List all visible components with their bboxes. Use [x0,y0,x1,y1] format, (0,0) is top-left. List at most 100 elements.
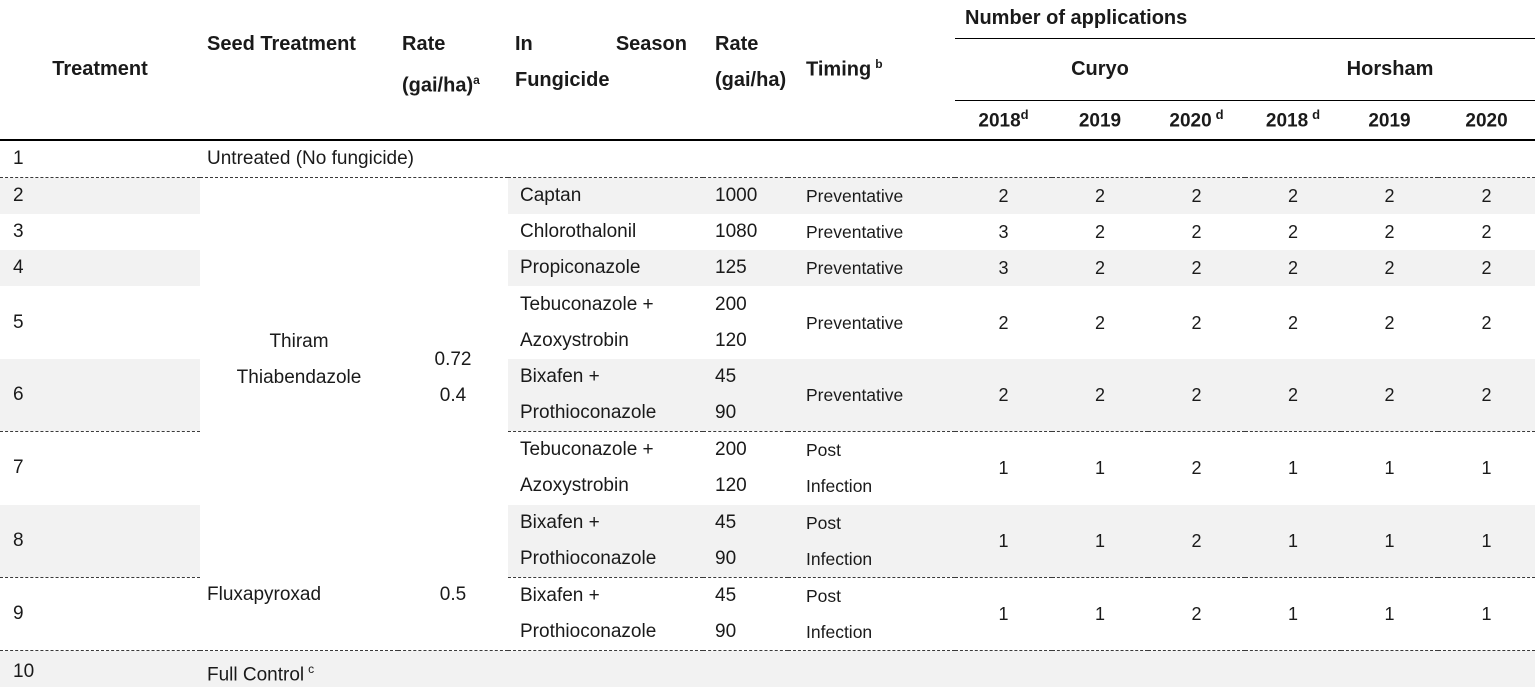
apps-curyo-2020: 2 [1148,577,1245,651]
fungicide-rate-cell: 1000 [703,177,788,214]
apps-curyo-2020: 2 [1148,359,1245,432]
apps-horsham-2019: 1 [1341,504,1438,578]
fungicide-cell: Chlorothalonil [520,221,637,242]
apps-curyo-2019: 1 [1052,577,1148,651]
footnote-a: a [473,73,480,87]
apps-curyo-2020: 2 [1191,222,1202,242]
apps-curyo-2019: 2 [1094,222,1105,242]
apps-horsham-2019: 2 [1384,222,1395,242]
fungicide-rate-cell: 45 90 [703,577,788,651]
table-row-1: 1 Untreated (No fungicide) [0,140,1535,178]
table-row-2: 2 Thiram Thiabendazole 0.72 0.4 Captan 1… [0,177,1535,577]
row-label: Untreated (No fungicide) [200,140,1535,178]
table-row-5: 5 Tebuconazole + Azoxystrobin 200 120 Prev… [0,286,1535,359]
treatment-number: 6 [0,359,200,432]
fungicide-rate-cell: 125 [703,250,788,286]
fungicide-rate-cell: 45 90 [703,504,788,578]
header-year-horsham-2019: 2019 [1341,100,1438,141]
apps-curyo-2018: 2 [955,359,1052,432]
treatment-number: 4 [0,250,200,286]
header-year-curyo-2020: 2020 d [1148,100,1245,141]
fungicide-cell: Bixafen + Prothioconazole [508,359,703,432]
timing-cell: Preventative [788,359,955,432]
table-row-7: 7 Tebuconazole + Azoxystrobin 200 120 Post… [0,432,1535,505]
apps-horsham-2020: 2 [1481,222,1492,242]
header-treatment: Treatment [0,0,200,141]
apps-horsham-2018: 2 [1245,250,1341,286]
apps-horsham-2018: 1 [1245,504,1341,578]
apps-curyo-2019: 2 [1052,177,1148,214]
seed-rate-cell: 0.72 0.4 [398,177,508,577]
fungicide-cell: Bixafen + Prothioconazole [508,577,703,651]
rate-line2: (gai/ha)a [402,73,480,97]
timing-cell: Preventative [806,312,904,333]
rate2-line1: Rate [715,33,759,55]
apps-horsham-2020: 2 [1438,359,1535,432]
apps-curyo-2018: 1 [955,577,1052,651]
treatment-number: 7 [13,457,24,479]
apps-horsham-2019: 2 [1384,312,1395,333]
header-seed-rate: Rate (gai/ha)a [398,0,508,141]
rate2-line2: (gai/ha) [715,69,787,91]
apps-curyo-2018: 1 [955,504,1052,578]
fungicide-line: Fungicide [515,69,610,91]
timing-cell: Post Infection [788,504,955,578]
apps-horsham-2018: 2 [1287,312,1298,333]
table-header: Treatment Seed Treatment Rate (gai/ha)a … [0,0,1535,141]
fungicide-rate-cell: 200 120 [715,439,747,497]
table-row-6: 6 Bixafen + Prothioconazole 45 90 Preventa… [0,359,1535,432]
treatment-number: 10 [0,650,200,687]
seed-treatment-cell: Fluxapyroxad [200,577,398,651]
timing-cell: Post Infection [806,440,873,497]
fungicide-rate-cell: 1080 [715,221,758,242]
fungicide-cell: Propiconazole [508,250,703,286]
header-fungicide-rate: Rate (gai/ha) [703,0,788,141]
apps-curyo-2020: 2 [1148,177,1245,214]
table-row-8: 8 Bixafen + Prothioconazole 45 90 Post Infe… [0,504,1535,578]
table-row-9: 9 Fluxapyroxad 0.5 Bixafen + Prothioconaz… [0,577,1535,651]
apps-curyo-2020: 2 [1148,504,1245,578]
apps-horsham-2018: 1 [1287,458,1298,479]
apps-horsham-2020: 2 [1438,250,1535,286]
footnote-d: d [1215,107,1224,123]
timing-cell: Preventative [788,250,955,286]
apps-curyo-2018: 2 [998,312,1009,333]
fungicide-cell: Captan [508,177,703,214]
header-timing: Timing b [788,0,955,141]
apps-curyo-2019: 2 [1094,312,1105,333]
footnote-d: d [1020,107,1029,123]
apps-horsham-2018: 2 [1245,177,1341,214]
header-year-curyo-2019: 2019 [1052,100,1148,141]
fungicide-cell: Tebuconazole + Azoxystrobin [520,293,654,351]
apps-curyo-2020: 2 [1191,312,1202,333]
apps-curyo-2018: 3 [998,222,1009,242]
apps-horsham-2020: 1 [1438,504,1535,578]
apps-curyo-2018: 1 [998,458,1009,479]
header-seed-treatment-label: Seed Treatment [207,33,356,55]
table-row-10: 10 Full Control c [0,650,1535,687]
header-year-curyo-2018: 2018d [955,100,1052,141]
apps-curyo-2019: 2 [1052,359,1148,432]
apps-horsham-2018: 1 [1245,577,1341,651]
header-in-season-fungicide: In Season Fungicide [508,0,703,141]
apps-horsham-2019: 1 [1384,458,1395,479]
apps-curyo-2020: 2 [1148,250,1245,286]
footnote-b: b [875,57,883,72]
header-year-horsham-2018: 2018 d [1245,100,1341,141]
treatment-number: 1 [0,140,200,178]
apps-horsham-2019: 1 [1341,577,1438,651]
fungicide-rate-cell: 200 120 [715,293,747,351]
header-number-of-applications: Number of applications [955,0,1535,39]
apps-curyo-2018: 3 [955,250,1052,286]
timing-cell: Preventative [806,222,904,242]
seed-treatment-cell: Thiram Thiabendazole [200,177,398,577]
treatment-number: 2 [0,177,200,214]
apps-horsham-2019: 2 [1341,250,1438,286]
fungicide-cell: Tebuconazole + Azoxystrobin [520,439,654,497]
seed-rate-cell: 0.5 [398,577,508,651]
apps-horsham-2020: 2 [1481,312,1492,333]
footnote-c: c [308,661,315,676]
apps-curyo-2019: 2 [1052,250,1148,286]
